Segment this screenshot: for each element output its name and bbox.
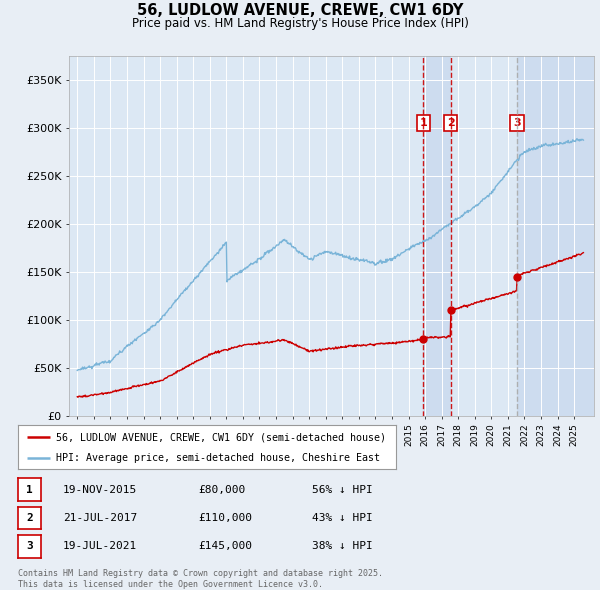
Text: 19-JUL-2021: 19-JUL-2021: [63, 542, 137, 551]
Text: 1: 1: [419, 118, 427, 128]
Text: 3: 3: [26, 542, 33, 551]
Text: 56% ↓ HPI: 56% ↓ HPI: [312, 485, 373, 494]
Text: 1: 1: [26, 485, 33, 494]
Text: 21-JUL-2017: 21-JUL-2017: [63, 513, 137, 523]
Text: Contains HM Land Registry data © Crown copyright and database right 2025.
This d: Contains HM Land Registry data © Crown c…: [18, 569, 383, 589]
Text: 2: 2: [26, 513, 33, 523]
Text: 43% ↓ HPI: 43% ↓ HPI: [312, 513, 373, 523]
Text: 56, LUDLOW AVENUE, CREWE, CW1 6DY (semi-detached house): 56, LUDLOW AVENUE, CREWE, CW1 6DY (semi-…: [56, 432, 386, 442]
Text: 3: 3: [513, 118, 521, 128]
Text: 56, LUDLOW AVENUE, CREWE, CW1 6DY: 56, LUDLOW AVENUE, CREWE, CW1 6DY: [137, 3, 463, 18]
Text: Price paid vs. HM Land Registry's House Price Index (HPI): Price paid vs. HM Land Registry's House …: [131, 17, 469, 30]
Bar: [517, 56, 594, 416]
Text: £145,000: £145,000: [198, 542, 252, 551]
Text: £110,000: £110,000: [198, 513, 252, 523]
Text: 2: 2: [447, 118, 455, 128]
Bar: [423, 56, 451, 416]
Text: 38% ↓ HPI: 38% ↓ HPI: [312, 542, 373, 551]
Text: HPI: Average price, semi-detached house, Cheshire East: HPI: Average price, semi-detached house,…: [56, 453, 380, 463]
Text: 19-NOV-2015: 19-NOV-2015: [63, 485, 137, 494]
Text: £80,000: £80,000: [198, 485, 245, 494]
